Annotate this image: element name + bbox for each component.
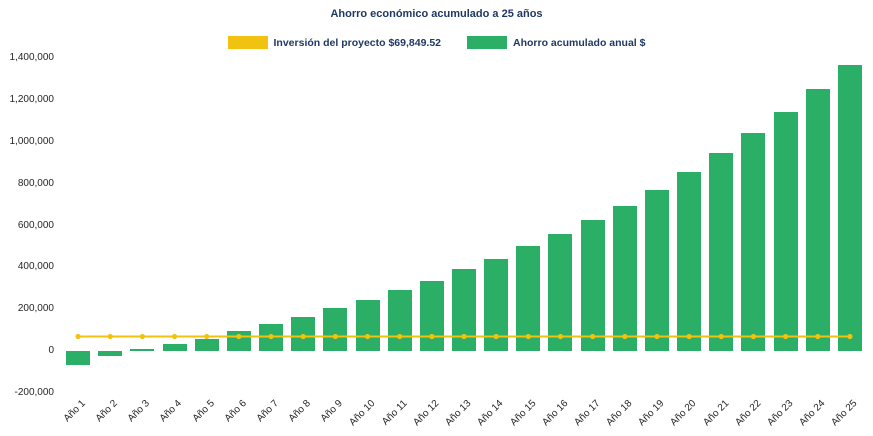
bar-año-4 (163, 343, 187, 352)
bar-año-3 (130, 349, 154, 352)
bar-año-23 (774, 112, 798, 352)
bar-año-9 (323, 308, 347, 352)
investment-line-marker (622, 333, 628, 340)
legend-label-bar: Ahorro acumulado anual $ (513, 36, 646, 49)
investment-line-marker (300, 333, 306, 340)
legend-swatch-line (227, 36, 268, 49)
bar-año-15 (516, 246, 540, 352)
investment-line-marker (493, 333, 499, 340)
bar-año-22 (741, 133, 765, 352)
investment-line-marker (139, 333, 145, 340)
y-tick-label: 1,200,000 (9, 93, 55, 105)
legend-item-bar: Ahorro acumulado anual $ (467, 36, 645, 49)
bar-año-19 (645, 189, 669, 352)
legend-label-line: Inversión del proyecto $69,849.52 (273, 36, 442, 49)
bar-año-17 (581, 220, 605, 352)
investment-line-marker (107, 333, 113, 340)
legend-item-line: Inversión del proyecto $69,849.52 (227, 36, 442, 49)
y-tick-label: -200,000 (14, 387, 54, 398)
y-tick-label: 800,000 (17, 177, 54, 189)
bar-año-24 (806, 89, 830, 352)
investment-line-marker (783, 333, 789, 340)
bar-año-21 (709, 153, 733, 352)
investment-line-marker (847, 333, 853, 340)
bar-año-5 (195, 338, 219, 352)
investment-line-marker (718, 333, 724, 340)
investment-line-marker (75, 333, 81, 340)
investment-line-marker (268, 333, 274, 340)
investment-line-marker (364, 333, 371, 340)
bar-año-25 (838, 65, 862, 352)
investment-line-marker (204, 333, 210, 340)
investment-line-marker (750, 333, 757, 340)
bar-año-18 (613, 205, 637, 352)
chart-legend: Inversión del proyecto $69,849.52 Ahorro … (0, 36, 873, 49)
bar-año-8 (291, 316, 315, 352)
investment-line-marker (525, 333, 531, 340)
y-tick-label: 0 (48, 345, 54, 357)
investment-line-marker (236, 333, 242, 340)
investment-line-marker (686, 333, 692, 340)
legend-swatch-bar (467, 36, 508, 49)
y-tick-label: 400,000 (17, 261, 54, 273)
y-tick-label: 200,000 (17, 303, 54, 315)
investment-line-marker (590, 333, 596, 340)
bar-año-2 (98, 351, 122, 357)
bar-año-20 (677, 172, 701, 352)
investment-line-marker (397, 333, 403, 340)
investment-line-marker (557, 333, 564, 340)
bar-año-12 (420, 280, 444, 352)
bar-año-1 (66, 351, 90, 365)
bar-año-16 (548, 233, 572, 352)
investment-line-marker (654, 333, 660, 340)
bar-año-11 (388, 290, 412, 352)
investment-line-marker (332, 333, 338, 340)
investment-line-marker (815, 333, 821, 340)
y-tick-label: 1,400,000 (9, 52, 55, 63)
y-tick-label: 1,000,000 (9, 135, 55, 147)
investment-line-marker (429, 333, 435, 340)
y-tick-label: 600,000 (17, 219, 54, 231)
investment-line-marker (461, 333, 467, 340)
investment-line-marker (171, 333, 178, 340)
chart-title: Ahorro económico acumulado a 25 años (330, 8, 543, 20)
bar-año-10 (356, 299, 380, 352)
